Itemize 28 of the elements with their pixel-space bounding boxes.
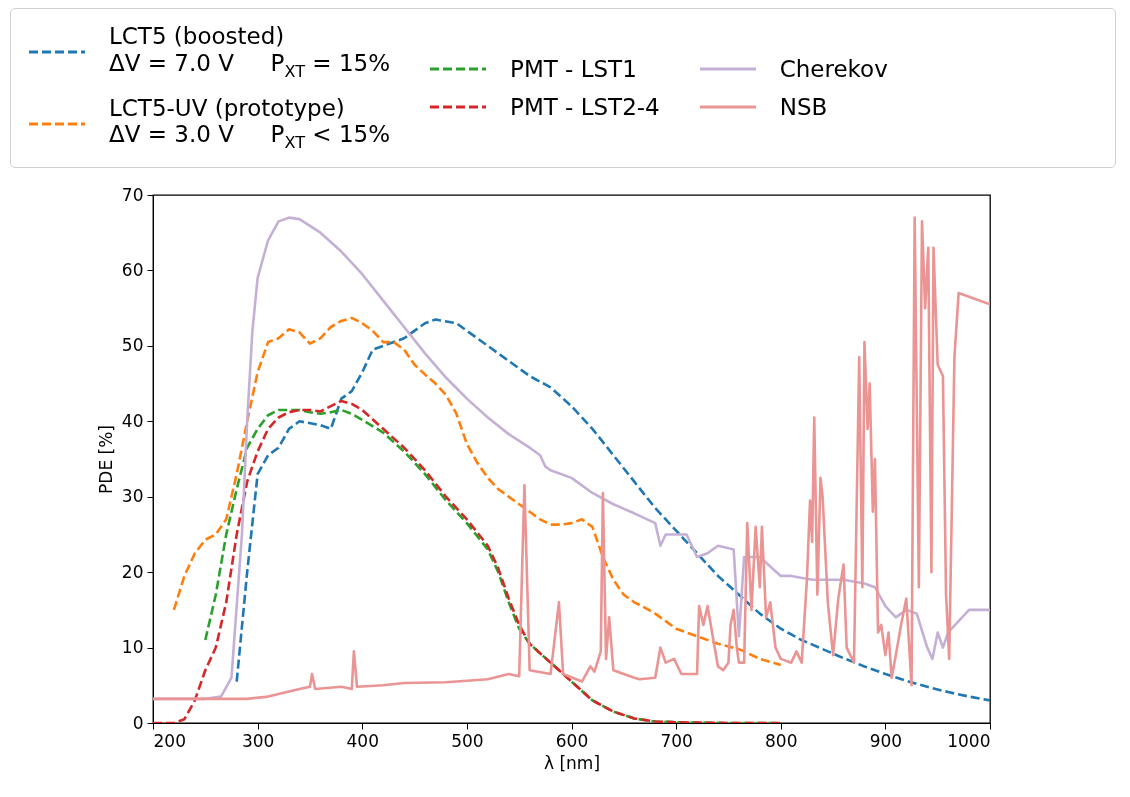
y-tick-label: 10 [121, 637, 144, 658]
legend-label: LCT5-UV (prototype) ΔV = 3.0 V P$_{XT}$ < 15% [109, 95, 391, 153]
x-tick-label: 400 [346, 730, 379, 751]
x-axis-title: λ [nm] [543, 752, 601, 773]
y-tick-label: 50 [121, 335, 144, 356]
y-tick-label: 60 [121, 259, 144, 280]
legend-label: PMT - LST2-4 [510, 94, 660, 121]
y-tick-label: 0 [132, 712, 144, 733]
legend-label: NSB [779, 94, 828, 121]
x-tick-label: 200 [153, 730, 186, 751]
y-tick-label: 40 [121, 410, 144, 431]
line-series [172, 316, 783, 667]
line-series [153, 216, 990, 701]
legend-label: LCT5 (boosted) ΔV = 7.0 V P$_{XT}$ = 15% [109, 23, 391, 81]
y-tick-label: 30 [121, 486, 144, 507]
x-tick-label: 600 [555, 730, 589, 751]
x-tick-label: 1000 [947, 730, 991, 751]
y-tick-label: 70 [121, 184, 144, 205]
y-axis-title: PDE [%] [95, 425, 116, 494]
x-tick-label: 900 [869, 730, 903, 751]
legend-label: PMT - LST1 [510, 55, 637, 82]
x-tick-label: 300 [241, 730, 275, 751]
x-tick-label: 700 [660, 730, 693, 751]
x-tick-label: 800 [765, 730, 798, 751]
line-series [235, 318, 990, 702]
legend-label: Cherekov [779, 55, 888, 82]
y-tick-label: 20 [121, 561, 144, 582]
x-tick-label: 500 [451, 730, 484, 751]
